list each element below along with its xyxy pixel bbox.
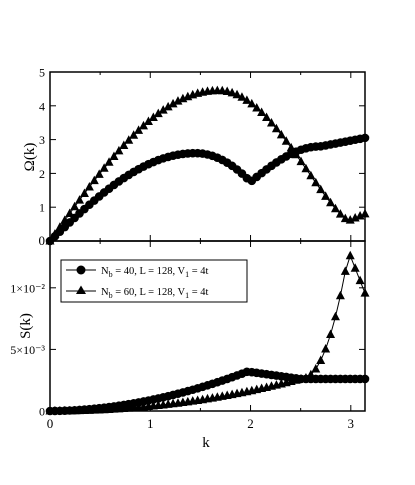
data-point bbox=[168, 98, 178, 108]
data-point bbox=[109, 151, 119, 160]
data-point bbox=[89, 175, 99, 185]
data-point bbox=[316, 184, 326, 194]
y-tick-label: 5×10⁻³ bbox=[10, 343, 45, 357]
data-point bbox=[158, 105, 168, 114]
data-point bbox=[281, 136, 291, 145]
data-point bbox=[301, 372, 311, 382]
legend-entry-2: Nb = 60, L = 128, V1 = 4t bbox=[101, 287, 209, 300]
data-point bbox=[247, 98, 257, 108]
data-point bbox=[227, 87, 237, 97]
y-tick-label: 0 bbox=[39, 405, 45, 419]
data-point bbox=[340, 213, 350, 223]
legend-box bbox=[60, 259, 248, 303]
k-axis-label: k bbox=[202, 435, 210, 451]
data-point bbox=[124, 135, 134, 144]
data-point bbox=[55, 222, 65, 231]
data-point bbox=[94, 169, 104, 178]
y-tick-label: 3 bbox=[39, 133, 45, 147]
legend-entry-1: Nb = 40, L = 128, V1 = 4t bbox=[101, 266, 209, 279]
legend-marker-triangle bbox=[76, 285, 86, 294]
series-line bbox=[49, 90, 366, 242]
data-point bbox=[79, 188, 89, 197]
data-point bbox=[148, 112, 158, 121]
data-point bbox=[355, 275, 365, 285]
data-point bbox=[311, 177, 321, 187]
data-point bbox=[119, 140, 129, 149]
data-point bbox=[70, 201, 80, 211]
omega-axis-label: Ω(k) bbox=[22, 143, 38, 172]
data-point bbox=[65, 208, 75, 218]
data-point bbox=[134, 125, 144, 134]
x-tick-label: 0 bbox=[47, 416, 54, 431]
data-point bbox=[257, 107, 267, 117]
data-point bbox=[60, 215, 70, 224]
legend: Nb = 40, L = 128, V1 = 4t Nb = 60, L = 1… bbox=[60, 259, 248, 303]
data-point bbox=[266, 117, 276, 127]
omega-panel: 0 1 2 3 4 5 bbox=[39, 66, 370, 248]
y-tick-label: 1×10⁻² bbox=[10, 281, 45, 295]
data-point bbox=[99, 163, 109, 172]
data-point bbox=[316, 355, 326, 365]
x-tick-label: 2 bbox=[247, 416, 254, 431]
data-point bbox=[326, 329, 336, 339]
data-point bbox=[173, 96, 183, 105]
data-point bbox=[163, 101, 173, 111]
data-point bbox=[335, 209, 345, 218]
data-point bbox=[143, 116, 153, 126]
data-point bbox=[335, 290, 345, 300]
data-point bbox=[311, 364, 321, 373]
data-point bbox=[114, 145, 124, 155]
data-point bbox=[330, 311, 340, 321]
x-tick-label: 3 bbox=[348, 416, 355, 431]
structure-factor-panel: 0 1 2 3 0 5×10⁻³ 1×10⁻² bbox=[10, 240, 370, 431]
data-point bbox=[360, 208, 370, 218]
data-point bbox=[291, 149, 301, 159]
data-point bbox=[326, 197, 336, 207]
plot-frame bbox=[49, 240, 366, 412]
y-tick-label: 1 bbox=[39, 201, 45, 215]
y-tick-label: 5 bbox=[39, 66, 45, 80]
data-point bbox=[350, 263, 360, 272]
y-tick-label: 0 bbox=[39, 233, 46, 248]
data-point bbox=[129, 130, 139, 139]
data-point bbox=[232, 89, 242, 99]
data-point bbox=[321, 344, 331, 353]
data-point bbox=[276, 129, 286, 139]
data-point bbox=[345, 250, 355, 260]
data-point bbox=[262, 112, 272, 122]
data-point bbox=[340, 266, 350, 275]
legend-marker-circle bbox=[76, 265, 86, 275]
sk-axis-label: S(k) bbox=[18, 313, 34, 339]
data-point bbox=[222, 86, 232, 96]
data-point bbox=[104, 157, 114, 166]
data-point bbox=[286, 142, 296, 152]
y-tick-label: 4 bbox=[39, 99, 45, 113]
data-point bbox=[296, 156, 306, 166]
data-point bbox=[271, 123, 281, 133]
data-point bbox=[360, 133, 370, 143]
data-point bbox=[360, 374, 370, 384]
data-point bbox=[321, 191, 331, 200]
data-point bbox=[306, 369, 316, 379]
data-point bbox=[330, 203, 340, 213]
data-point bbox=[360, 288, 370, 297]
data-point bbox=[252, 102, 262, 112]
y-tick-label: 2 bbox=[39, 167, 45, 181]
data-point bbox=[50, 229, 60, 238]
data-point bbox=[75, 195, 85, 204]
data-point bbox=[84, 182, 94, 191]
data-point bbox=[301, 163, 311, 173]
data-point bbox=[306, 170, 316, 180]
data-point bbox=[153, 108, 163, 118]
x-tick-label: 1 bbox=[147, 416, 154, 431]
data-point bbox=[237, 92, 247, 101]
data-point bbox=[242, 95, 252, 104]
data-point bbox=[139, 120, 149, 130]
